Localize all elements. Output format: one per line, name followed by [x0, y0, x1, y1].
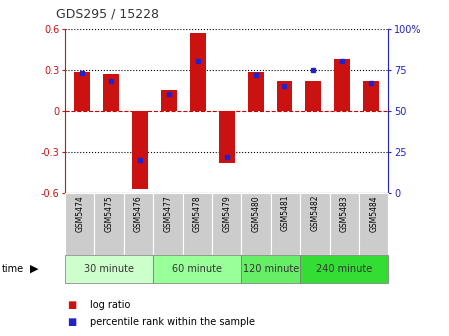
- Bar: [103, 74, 119, 111]
- Text: 120 minute: 120 minute: [243, 264, 299, 274]
- Text: percentile rank within the sample: percentile rank within the sample: [90, 317, 255, 327]
- Text: ■: ■: [67, 317, 77, 327]
- Text: log ratio: log ratio: [90, 300, 130, 310]
- Bar: [363, 81, 379, 111]
- Bar: [305, 81, 321, 111]
- Text: GDS295 / 15228: GDS295 / 15228: [56, 7, 159, 20]
- Bar: [190, 33, 206, 111]
- Text: 30 minute: 30 minute: [84, 264, 134, 274]
- Text: GSM5482: GSM5482: [310, 195, 319, 232]
- Text: GSM5477: GSM5477: [163, 195, 172, 232]
- Text: GSM5478: GSM5478: [193, 195, 202, 232]
- Bar: [334, 59, 350, 111]
- Text: 60 minute: 60 minute: [172, 264, 222, 274]
- Bar: [219, 111, 235, 163]
- Text: GSM5476: GSM5476: [134, 195, 143, 232]
- Text: GSM5475: GSM5475: [105, 195, 114, 232]
- Text: GSM5480: GSM5480: [251, 195, 260, 232]
- Bar: [75, 73, 90, 111]
- Text: GSM5483: GSM5483: [340, 195, 349, 232]
- Text: GSM5474: GSM5474: [75, 195, 84, 232]
- Text: GSM5481: GSM5481: [281, 195, 290, 232]
- Bar: [248, 73, 264, 111]
- Text: 240 minute: 240 minute: [316, 264, 372, 274]
- Text: time: time: [2, 264, 24, 274]
- Bar: [277, 81, 292, 111]
- Text: GSM5479: GSM5479: [222, 195, 231, 232]
- Bar: [161, 90, 177, 111]
- Text: GSM5484: GSM5484: [369, 195, 378, 232]
- Text: ▶: ▶: [31, 264, 39, 274]
- Bar: [132, 111, 148, 189]
- Text: ■: ■: [67, 300, 77, 310]
